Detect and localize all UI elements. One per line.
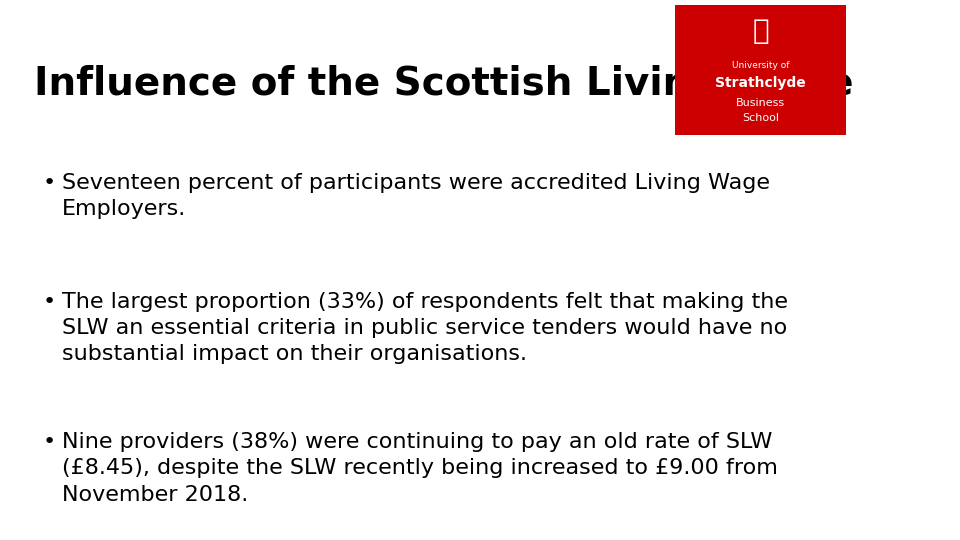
Text: Influence of the Scottish Living Wage: Influence of the Scottish Living Wage — [35, 65, 853, 103]
Text: •: • — [43, 432, 56, 452]
Text: Strathclyde: Strathclyde — [715, 76, 806, 90]
Text: Business: Business — [736, 98, 785, 107]
Text: Seventeen percent of participants were accredited Living Wage
Employers.: Seventeen percent of participants were a… — [61, 173, 770, 219]
Text: Nine providers (38%) were continuing to pay an old rate of SLW
(£8.45), despite : Nine providers (38%) were continuing to … — [61, 432, 778, 505]
Text: •: • — [43, 292, 56, 312]
Text: University of: University of — [732, 60, 789, 70]
Text: School: School — [742, 113, 780, 123]
Text: •: • — [43, 173, 56, 193]
Text: The largest proportion (33%) of respondents felt that making the
SLW an essentia: The largest proportion (33%) of responde… — [61, 292, 787, 364]
FancyBboxPatch shape — [675, 5, 846, 135]
Text: ⛨: ⛨ — [753, 17, 769, 45]
